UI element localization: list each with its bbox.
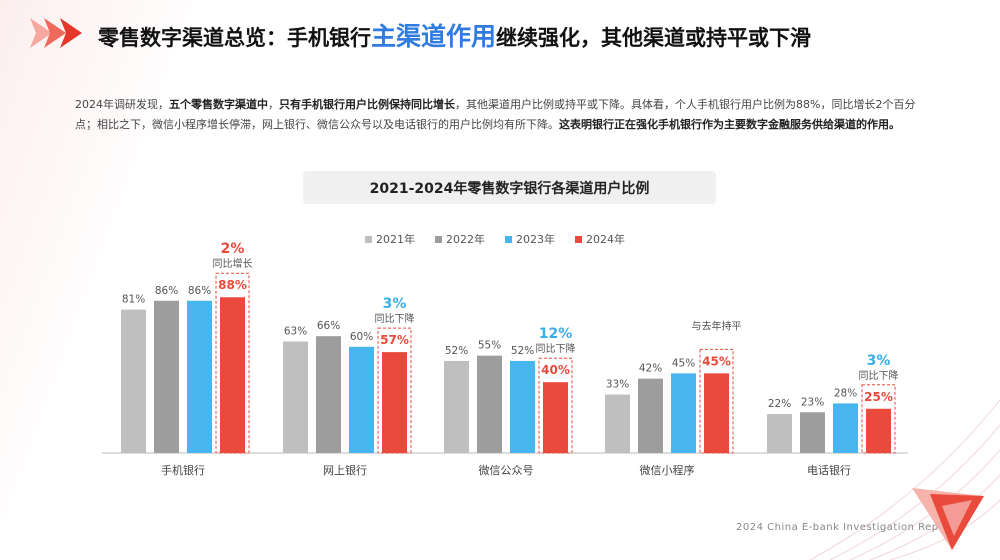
category-label-4: 电话银行 xyxy=(807,463,851,477)
bar-4-1 xyxy=(800,412,825,453)
change-label-3: 与去年持平 xyxy=(692,319,742,332)
category-label-3: 微信小程序 xyxy=(640,463,695,477)
bar-3-0 xyxy=(605,394,630,453)
value-label-0-0: 81% xyxy=(122,294,145,306)
value-label-3-2: 45% xyxy=(672,357,695,369)
value-label-1-0: 63% xyxy=(284,325,307,337)
value-label-2-0: 52% xyxy=(445,345,468,357)
value-label-1-1: 66% xyxy=(317,320,340,332)
change-label-2: 同比下降 xyxy=(536,342,576,355)
brand-arrows-icon xyxy=(30,18,82,48)
change-label-0: 同比增长 xyxy=(213,257,253,270)
bar-2-0 xyxy=(444,360,469,453)
value-label-1-2: 60% xyxy=(350,331,373,343)
legend-swatch-2024 xyxy=(575,235,582,243)
change-value-4: 3% xyxy=(867,353,891,369)
category-label-2: 微信公众号 xyxy=(479,463,534,477)
legend-swatch-2023 xyxy=(505,235,512,243)
value-label-4-0: 22% xyxy=(768,398,791,410)
value-label-3-0: 33% xyxy=(606,379,629,391)
change-label-4: 同比下降 xyxy=(859,369,899,382)
intro-paragraph: 2024年调研发现，五个零售数字渠道中，只有手机银行用户比例保持同比增长，其他渠… xyxy=(75,98,916,131)
highlight-box-3 xyxy=(699,348,734,454)
bar-2-3 xyxy=(543,382,568,453)
value-label-4-1: 23% xyxy=(801,396,824,408)
legend-swatch-2022 xyxy=(435,235,442,243)
highlight-box-1 xyxy=(377,327,412,454)
bar-1-0 xyxy=(283,341,308,453)
change-label-1: 同比下降 xyxy=(375,312,415,325)
value-label-1-3: 57% xyxy=(380,333,409,347)
value-label-0-1: 86% xyxy=(155,285,178,297)
value-label-3-3: 45% xyxy=(702,354,731,368)
value-label-4-3: 25% xyxy=(864,390,893,404)
legend-item-2023: 2023年 xyxy=(505,231,555,247)
bar-0-0 xyxy=(121,309,146,453)
highlight-box-0 xyxy=(215,272,250,454)
chart-title: 2021-2024年零售数字银行各渠道用户比例 xyxy=(303,171,716,204)
bar-4-3 xyxy=(866,408,891,453)
value-label-2-1: 55% xyxy=(478,340,501,352)
value-label-0-2: 86% xyxy=(188,285,211,297)
bar-4-0 xyxy=(767,414,792,453)
category-label-0: 手机银行 xyxy=(161,463,205,477)
bar-4-2 xyxy=(833,403,858,453)
bar-0-1 xyxy=(154,300,179,453)
category-label-1: 网上银行 xyxy=(323,463,367,477)
value-label-2-3: 40% xyxy=(541,363,570,377)
highlight-box-4 xyxy=(861,384,896,454)
bar-2-2 xyxy=(510,360,535,453)
report-footer: 2024 China E-bank Investigation Report xyxy=(736,522,955,533)
legend-swatch-2021 xyxy=(365,235,372,243)
bar-1-3 xyxy=(382,352,407,453)
bar-3-2 xyxy=(671,373,696,453)
bar-1-1 xyxy=(316,336,341,453)
brand-triangle-icon xyxy=(912,488,984,550)
page-title: 零售数字渠道总览：手机银行主渠道作用继续强化，其他渠道或持平或下滑 xyxy=(98,22,812,51)
legend-item-2022: 2022年 xyxy=(435,231,485,247)
value-label-0-3: 88% xyxy=(218,278,247,292)
legend-item-2024: 2024年 xyxy=(575,231,625,247)
bar-2-1 xyxy=(477,355,502,453)
bar-0-2 xyxy=(187,300,212,453)
highlight-box-2 xyxy=(538,357,573,454)
bar-3-3 xyxy=(704,373,729,453)
change-value-2: 12% xyxy=(539,326,573,342)
value-label-4-2: 28% xyxy=(834,387,857,399)
legend-item-2021: 2021年 xyxy=(365,231,415,247)
change-value-0: 2% xyxy=(221,241,245,257)
change-value-1: 3% xyxy=(383,296,407,312)
bar-1-2 xyxy=(349,346,374,453)
bar-3-1 xyxy=(638,378,663,453)
title-highlight: 主渠道作用 xyxy=(371,22,497,51)
chart-legend: 2021年 2022年 2023年 2024年 xyxy=(365,231,665,247)
value-label-2-2: 52% xyxy=(511,345,534,357)
bar-0-3 xyxy=(220,297,245,453)
value-label-3-1: 42% xyxy=(639,363,662,375)
